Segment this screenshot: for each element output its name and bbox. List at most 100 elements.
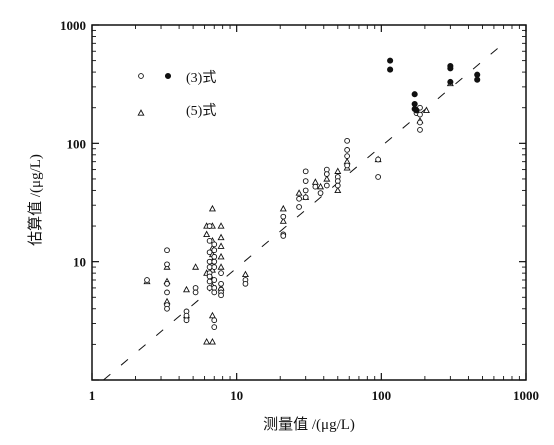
y-axis-title: 估算值 /(μg/L) xyxy=(26,154,44,246)
eq3-filled-point xyxy=(447,65,454,72)
eq3-point xyxy=(344,162,350,169)
eq5-point xyxy=(317,182,325,190)
eq3-filled-point xyxy=(411,91,418,98)
points-group xyxy=(143,57,481,345)
eq3-point xyxy=(334,182,341,189)
eq5-point xyxy=(334,186,342,194)
eq3-point xyxy=(323,171,330,177)
legend-filled-circle-marker xyxy=(164,72,172,80)
eq5-point xyxy=(208,204,216,212)
y-tick-label: 1000 xyxy=(60,18,86,33)
eq5-point xyxy=(192,263,200,270)
legend-label-eq5: (5)式 xyxy=(186,103,216,119)
eq3-point xyxy=(302,178,309,184)
y-tick-label: 10 xyxy=(73,255,86,270)
x-tick-label: 1000 xyxy=(513,388,539,403)
eq5-point xyxy=(279,204,287,212)
legend-label-eq3: (3)式 xyxy=(186,70,216,86)
eq3-point xyxy=(206,258,213,265)
eq3-point xyxy=(417,127,423,133)
eq5-point xyxy=(422,106,430,113)
plot-frame xyxy=(91,24,527,381)
x-axis-title: 测量值 /(μg/L) xyxy=(263,416,355,433)
eq3-point xyxy=(211,241,218,248)
eq3-point xyxy=(206,273,213,280)
eq3-point xyxy=(323,182,330,189)
eq5-point xyxy=(217,252,225,260)
eq3-point xyxy=(164,247,170,254)
eq3-filled-point xyxy=(474,71,481,78)
eq5-point xyxy=(334,167,342,174)
eq3-point xyxy=(164,289,170,296)
eq3-point xyxy=(344,137,350,144)
eq5-point xyxy=(217,263,225,270)
eq5-point xyxy=(217,233,225,241)
x-tick-label: 100 xyxy=(372,388,392,403)
eq5-point xyxy=(203,338,211,345)
eq3-point xyxy=(183,312,190,319)
eq3-point xyxy=(211,317,218,324)
eq3-point xyxy=(296,195,302,202)
eq3-point xyxy=(164,305,170,312)
eq3-point xyxy=(206,237,213,244)
eq3-point xyxy=(206,278,213,285)
eq3-point xyxy=(218,292,224,299)
x-tick-label: 10 xyxy=(230,388,243,403)
eq3-filled-point xyxy=(387,57,394,64)
tick-group: 1 10 100 1000 10 100 1000 xyxy=(60,18,539,403)
x-tick-label: 1 xyxy=(89,388,96,403)
eq5-point xyxy=(241,270,249,278)
eq3-filled-point xyxy=(474,76,481,83)
eq3-filled-point xyxy=(387,66,394,73)
eq3-point xyxy=(344,147,350,153)
eq3-point xyxy=(280,233,287,239)
eq3-point xyxy=(206,223,213,229)
eq3-point xyxy=(164,261,170,268)
eq3-point xyxy=(211,277,218,283)
eq3-point xyxy=(206,264,213,270)
eq3-point xyxy=(211,258,218,265)
eq3-point xyxy=(206,249,213,256)
eq5-point xyxy=(217,222,225,229)
eq3-point xyxy=(375,174,381,180)
legend-markers xyxy=(137,72,172,116)
eq3-point xyxy=(280,213,287,220)
eq3-point xyxy=(242,280,249,287)
eq5-point xyxy=(295,189,303,196)
eq3-point xyxy=(144,277,150,283)
reference-line-group xyxy=(103,39,509,381)
legend-open-circle-marker xyxy=(138,73,144,79)
eq3-point xyxy=(312,183,319,190)
eq3-point xyxy=(375,156,381,163)
eq3-filled-point xyxy=(413,107,420,114)
eq3-point xyxy=(417,111,423,118)
eq5-point xyxy=(311,178,319,185)
eq5-point xyxy=(208,338,216,345)
eq3-point xyxy=(302,194,309,201)
eq3-point xyxy=(302,168,309,175)
eq3-point xyxy=(211,324,218,330)
eq5-point xyxy=(203,230,211,238)
eq5-point xyxy=(182,285,191,293)
eq3-point xyxy=(211,264,218,270)
eq3-point xyxy=(183,317,190,324)
y-tick-label: 100 xyxy=(67,136,87,151)
eq5-point xyxy=(323,175,331,182)
eq3-point xyxy=(206,285,213,291)
eq5-point xyxy=(217,242,225,249)
eq3-point xyxy=(296,204,302,210)
eq3-point xyxy=(211,253,218,260)
eq3-point xyxy=(417,119,423,126)
legend-triangle-marker xyxy=(137,109,145,116)
eq3-point xyxy=(164,280,170,287)
eq3-point xyxy=(344,153,350,159)
eq3-filled-point xyxy=(447,78,454,86)
eq3-point xyxy=(211,247,218,254)
eq3-point xyxy=(218,280,224,287)
eq3-point xyxy=(317,190,324,196)
eq3-point xyxy=(211,289,218,296)
eq5-point xyxy=(279,217,287,224)
eq5-point xyxy=(208,311,216,319)
eq3-point xyxy=(218,270,224,276)
